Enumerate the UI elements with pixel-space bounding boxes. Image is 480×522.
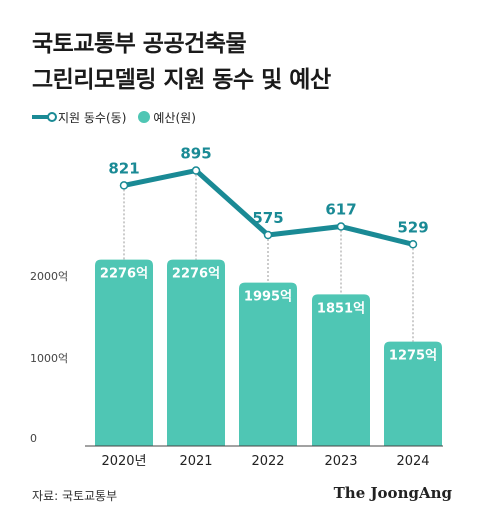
bar-label: 2276억 (100, 267, 148, 282)
x-tick-label: 2021 (179, 454, 212, 469)
x-tick-label: 2022 (251, 454, 284, 469)
x-tick-label: 2024 (396, 454, 429, 469)
legend: 지원 동수(동) 예산(원) (32, 108, 208, 126)
legend-bar-swatch (138, 111, 151, 123)
bar (312, 294, 370, 446)
legend-item-bar: 예산(원) (138, 109, 196, 126)
y-tick-label: 2000억 (30, 270, 68, 283)
x-tick-label: 2023 (324, 454, 357, 469)
bar-label: 1851억 (317, 301, 365, 316)
legend-item-line: 지원 동수(동) (32, 109, 126, 126)
bar (384, 341, 442, 446)
line-point (336, 222, 346, 231)
bar (95, 259, 153, 446)
legend-bar-label: 예산(원) (153, 110, 196, 125)
x-tick-label: 2020년 (101, 454, 146, 469)
y-tick-label: 1000억 (30, 352, 68, 365)
point-label: 575 (252, 209, 283, 227)
chart-title: 국토교통부 공공건축물 그린리모델링 지원 동수 및 예산 (32, 26, 331, 98)
bar-label: 2276억 (172, 267, 220, 282)
bar-label: 1995억 (244, 290, 292, 305)
line-point (191, 166, 201, 175)
line-point (408, 240, 418, 249)
point-label: 895 (180, 145, 211, 163)
legend-line-label: 지원 동수(동) (58, 110, 127, 125)
point-label: 821 (108, 159, 139, 177)
line-point (119, 181, 129, 190)
bar-label: 1275억 (389, 349, 437, 364)
bar (239, 282, 297, 446)
chart-title-line-1: 국토교통부 공공건축물 (32, 31, 247, 57)
chart-plot-area: 0 1000억 2000억 2276억 2276억 1995억 1851억 1275억 821 8… (30, 145, 443, 469)
point-label: 617 (325, 201, 356, 219)
source-note: 자료: 국토교통부 (32, 489, 118, 503)
chart-title-line-2: 그린리모델링 지원 동수 및 예산 (32, 67, 331, 93)
bar (167, 259, 225, 446)
brand-logo: The JoongAng (333, 484, 452, 502)
y-tick-label: 0 (30, 432, 37, 445)
line-point (263, 230, 273, 240)
point-label: 529 (397, 218, 428, 236)
legend-line-swatch (32, 112, 57, 122)
